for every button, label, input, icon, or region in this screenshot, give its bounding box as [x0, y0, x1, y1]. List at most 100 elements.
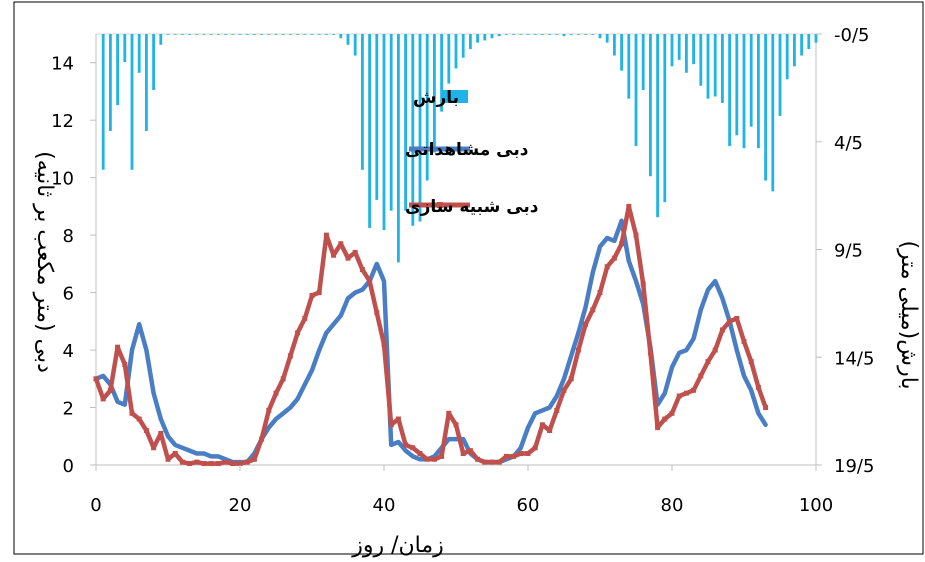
simulated-point — [158, 430, 164, 436]
simulated-point — [395, 416, 401, 422]
rain-bar — [771, 34, 775, 192]
simulated-point — [453, 422, 459, 428]
simulated-point — [287, 353, 293, 359]
chart-frame — [13, 1, 924, 555]
simulated-point — [273, 390, 279, 396]
rain-bar — [260, 34, 263, 35]
rain-bar — [497, 34, 501, 37]
rain-bar — [166, 34, 170, 35]
x-axis-ticks: 0 20 40 60 80 100 — [90, 465, 833, 516]
simulated-point — [503, 453, 509, 459]
rain-bar — [433, 34, 436, 153]
simulated-point — [129, 410, 135, 416]
y-left-tick-label: 2 — [63, 399, 74, 420]
rain-bar — [620, 34, 623, 71]
simulated-point — [165, 456, 171, 462]
rain-bar — [793, 34, 796, 67]
rain-bar — [346, 34, 350, 45]
rain-bar — [764, 34, 767, 181]
y-left-tick-label: 10 — [51, 169, 74, 190]
simulated-point — [323, 232, 329, 238]
simulated-point — [417, 451, 423, 457]
simulated-point — [208, 461, 214, 467]
rain-bar — [188, 34, 191, 35]
rain-bar — [123, 34, 127, 63]
rain-bar — [677, 34, 681, 60]
simulated-point — [439, 453, 445, 459]
simulated-point — [539, 422, 545, 428]
simulated-point — [647, 350, 653, 356]
x-tick-label: 0 — [90, 495, 101, 516]
rain-bar — [699, 34, 703, 86]
y-left-tick-label: 8 — [63, 226, 74, 247]
rain-bar — [101, 34, 105, 170]
rain-bar — [202, 34, 206, 35]
rain-bar — [670, 34, 674, 67]
simulated-point — [727, 318, 733, 324]
rain-bar — [181, 34, 184, 35]
simulated-point — [640, 281, 646, 287]
rain-bar — [721, 34, 724, 103]
y-right-tick-label: -0/5 — [834, 25, 869, 46]
simulated-point — [691, 387, 697, 393]
rain-bar — [109, 34, 112, 131]
simulated-point — [683, 390, 689, 396]
simulated-point — [381, 341, 387, 347]
rain-bar — [649, 34, 652, 177]
rain-bar — [375, 34, 379, 200]
simulated-point — [554, 407, 560, 413]
simulated-point — [669, 410, 675, 416]
simulated-point — [388, 422, 394, 428]
rain-bar — [152, 34, 155, 91]
rain-bar — [267, 34, 271, 35]
simulated-point — [93, 376, 99, 382]
rain-bar — [159, 34, 163, 45]
simulated-point — [352, 249, 358, 255]
legend-label-rain: بارش — [413, 88, 459, 108]
simulated-point — [259, 436, 265, 442]
simulated-point — [115, 344, 121, 350]
simulated-point — [143, 428, 149, 434]
simulated-point — [547, 428, 553, 434]
simulated-point — [338, 241, 344, 247]
y-right-tick-label: 19/5 — [834, 456, 874, 477]
rain-bar — [749, 34, 753, 127]
rain-bar — [555, 34, 559, 35]
rain-bar — [706, 34, 710, 99]
rain-bar — [728, 34, 731, 147]
rain-bar — [137, 34, 141, 73]
simulated-series — [93, 203, 769, 467]
simulated-point — [251, 456, 257, 462]
legend-swatch-rain — [443, 90, 468, 103]
rain-bar — [231, 34, 235, 35]
rain-bar — [389, 34, 393, 211]
rain-bar — [332, 34, 335, 35]
simulated-point — [496, 459, 502, 465]
rain-bar — [519, 34, 523, 35]
y-left-tick-label: 4 — [63, 341, 74, 362]
rain-bar — [742, 34, 746, 149]
simulated-point — [597, 290, 603, 296]
rain-bar — [404, 34, 407, 211]
rain-bar — [692, 34, 695, 65]
rain-bar — [397, 34, 400, 263]
simulated-point — [763, 405, 769, 411]
simulated-point — [655, 425, 661, 431]
simulated-point — [698, 373, 704, 379]
simulated-point — [446, 410, 452, 416]
legend-label-observed: دبی مشاهداتی — [405, 140, 529, 160]
rain-bar — [274, 34, 278, 35]
y-left-tick-label: 14 — [51, 54, 74, 75]
rain-bar — [224, 34, 227, 35]
simulated-point — [575, 347, 581, 353]
rain-bar — [548, 34, 551, 35]
simulated-point — [302, 315, 308, 321]
x-tick-label: 80 — [661, 495, 684, 516]
rain-bar — [605, 34, 609, 43]
rain-bar — [591, 34, 595, 35]
y-left-tick-label: 0 — [63, 456, 74, 477]
rain-bar — [785, 34, 789, 80]
y-right-tick-label: 9/5 — [834, 241, 863, 262]
y-right-tick-label: 14/5 — [834, 348, 874, 369]
rain-bar — [461, 34, 465, 58]
